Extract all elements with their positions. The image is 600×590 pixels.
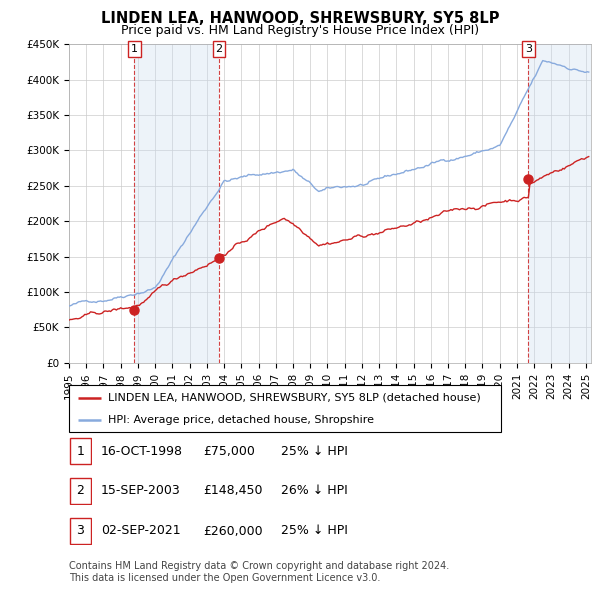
Text: £75,000: £75,000 <box>203 445 254 458</box>
Text: 3: 3 <box>525 44 532 54</box>
Text: 1: 1 <box>76 445 85 458</box>
Text: Price paid vs. HM Land Registry's House Price Index (HPI): Price paid vs. HM Land Registry's House … <box>121 24 479 37</box>
FancyBboxPatch shape <box>70 518 91 544</box>
Text: £260,000: £260,000 <box>203 525 262 537</box>
Text: 25% ↓ HPI: 25% ↓ HPI <box>281 445 347 458</box>
Text: 26% ↓ HPI: 26% ↓ HPI <box>281 484 347 497</box>
Text: LINDEN LEA, HANWOOD, SHREWSBURY, SY5 8LP: LINDEN LEA, HANWOOD, SHREWSBURY, SY5 8LP <box>101 11 499 25</box>
FancyBboxPatch shape <box>70 438 91 464</box>
Text: 1: 1 <box>131 44 138 54</box>
Text: 2: 2 <box>215 44 223 54</box>
Text: 16-OCT-1998: 16-OCT-1998 <box>101 445 183 458</box>
Bar <box>134 44 219 363</box>
Text: 3: 3 <box>76 525 85 537</box>
FancyBboxPatch shape <box>69 385 501 432</box>
Text: £148,450: £148,450 <box>203 484 262 497</box>
Bar <box>529 44 591 363</box>
Text: 2: 2 <box>76 484 85 497</box>
Text: HPI: Average price, detached house, Shropshire: HPI: Average price, detached house, Shro… <box>108 415 374 425</box>
Text: 15-SEP-2003: 15-SEP-2003 <box>101 484 181 497</box>
Text: LINDEN LEA, HANWOOD, SHREWSBURY, SY5 8LP (detached house): LINDEN LEA, HANWOOD, SHREWSBURY, SY5 8LP… <box>108 393 481 403</box>
Text: Contains HM Land Registry data © Crown copyright and database right 2024.
This d: Contains HM Land Registry data © Crown c… <box>69 561 449 583</box>
Text: 25% ↓ HPI: 25% ↓ HPI <box>281 525 347 537</box>
FancyBboxPatch shape <box>70 478 91 504</box>
Text: 02-SEP-2021: 02-SEP-2021 <box>101 525 181 537</box>
